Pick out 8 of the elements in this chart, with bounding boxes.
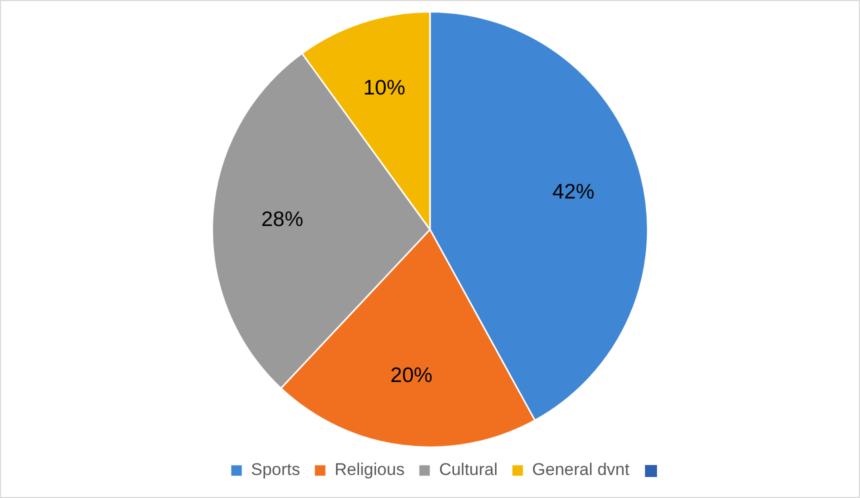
data-label: 42% [552,180,594,204]
data-label: 10% [363,76,406,100]
legend-label: Cultural [439,460,498,480]
data-label: 20% [390,364,432,388]
legend-label: Sports [251,460,300,480]
legend-label: General dvnt [532,460,630,480]
data-label: 28% [261,208,304,231]
legend-label: Religious [334,460,405,480]
